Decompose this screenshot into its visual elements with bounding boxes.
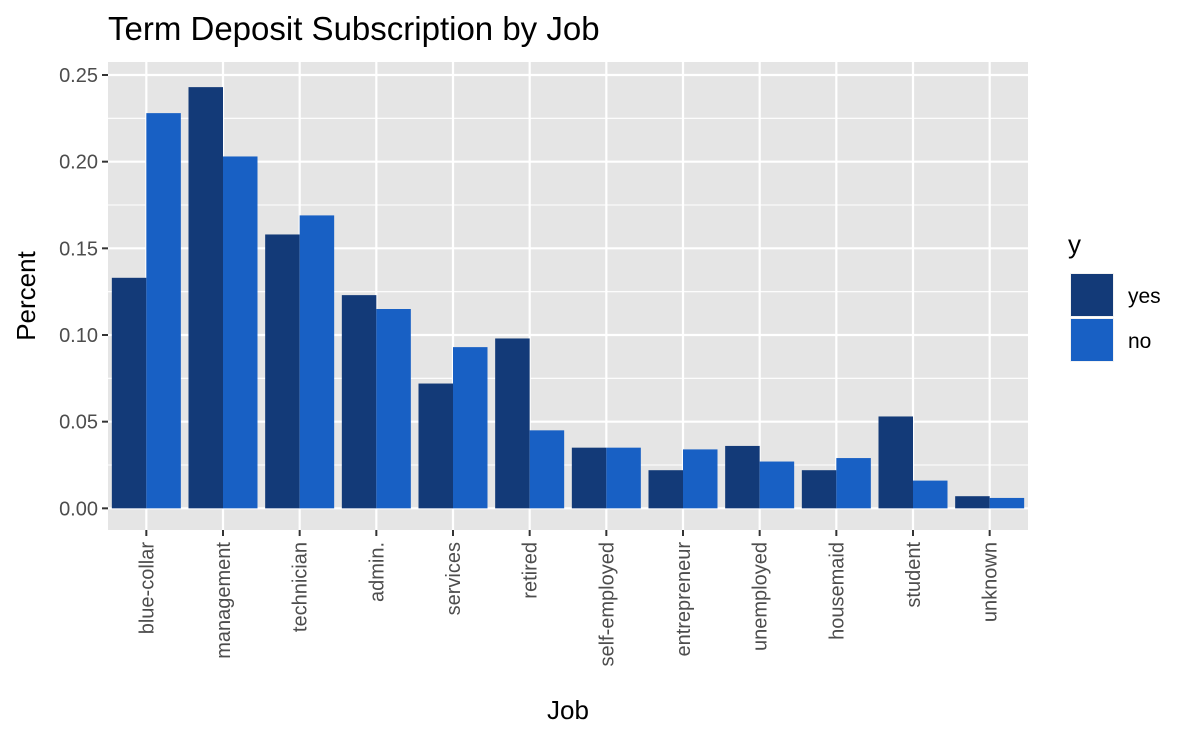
bar-yes-retired	[495, 338, 530, 509]
bar-no-retired	[529, 430, 565, 509]
y-tick-label: 0.25	[59, 65, 98, 87]
x-tick-label: unemployed	[750, 542, 772, 651]
legend-label-no: no	[1128, 330, 1151, 353]
y-tick-label: 0.15	[59, 238, 98, 260]
x-axis-title: Job	[547, 695, 589, 725]
y-tick-label: 0.20	[59, 152, 98, 174]
x-axis-ticks: blue-collar management technician admin. ser…	[136, 530, 1002, 667]
x-tick-label: housemaid	[826, 542, 848, 640]
legend-title: y	[1068, 229, 1081, 259]
y-axis-title: Percent	[11, 250, 41, 340]
bar-no-student	[913, 480, 948, 509]
chart-title: Term Deposit Subscription by Job	[108, 10, 600, 47]
x-tick-label: unknown	[980, 542, 1002, 622]
x-tick-label: retired	[520, 542, 542, 599]
bar-yes-unknown	[955, 496, 990, 509]
x-tick-label: admin.	[366, 542, 388, 602]
bar-no-entrepreneur	[683, 449, 718, 509]
bars-group	[111, 87, 1025, 509]
x-tick-label: student	[903, 542, 925, 608]
bar-yes-unemployed	[725, 445, 760, 509]
y-tick-label: 0.10	[59, 325, 98, 347]
bar-yes-management	[188, 87, 223, 509]
bar-no-technician	[299, 215, 335, 509]
y-tick-label: 0.00	[59, 498, 98, 520]
x-tick-label: technician	[290, 542, 312, 632]
bar-yes-student	[878, 416, 913, 509]
bar-no-blue-collar	[146, 113, 181, 509]
bar-yes-self-employed	[571, 447, 607, 509]
bar-no-admin.	[376, 309, 411, 509]
bar-yes-blue-collar	[111, 277, 147, 509]
x-tick-label: services	[443, 542, 465, 615]
y-axis-ticks: 0.00 0.05 0.10 0.15 0.20 0.25	[59, 65, 108, 520]
bar-yes-technician	[265, 234, 300, 509]
legend-label-yes: yes	[1128, 285, 1161, 308]
bar-yes-admin.	[341, 295, 377, 509]
legend: y yes no	[1068, 229, 1161, 362]
bar-yes-services	[418, 383, 453, 509]
plot-panel	[108, 62, 1028, 530]
minor-gridlines	[108, 117, 1028, 466]
bar-no-management	[223, 156, 258, 509]
bar-no-services	[453, 347, 488, 509]
bar-yes-entrepreneur	[648, 470, 683, 509]
y-tick-label: 0.05	[59, 412, 98, 434]
x-tick-label: management	[213, 542, 235, 659]
bar-yes-housemaid	[801, 470, 837, 509]
x-tick-label: entrepreneur	[673, 542, 695, 657]
bar-no-housemaid	[836, 458, 871, 509]
bar-no-unemployed	[759, 461, 795, 509]
legend-items: yes no	[1070, 273, 1161, 362]
x-tick-label: blue-collar	[136, 542, 158, 635]
x-tick-label: self-employed	[596, 542, 618, 667]
bar-no-self-employed	[606, 447, 641, 509]
legend-swatch-no	[1071, 319, 1113, 361]
bar-no-unknown	[989, 497, 1025, 509]
legend-swatch-yes	[1071, 274, 1113, 316]
